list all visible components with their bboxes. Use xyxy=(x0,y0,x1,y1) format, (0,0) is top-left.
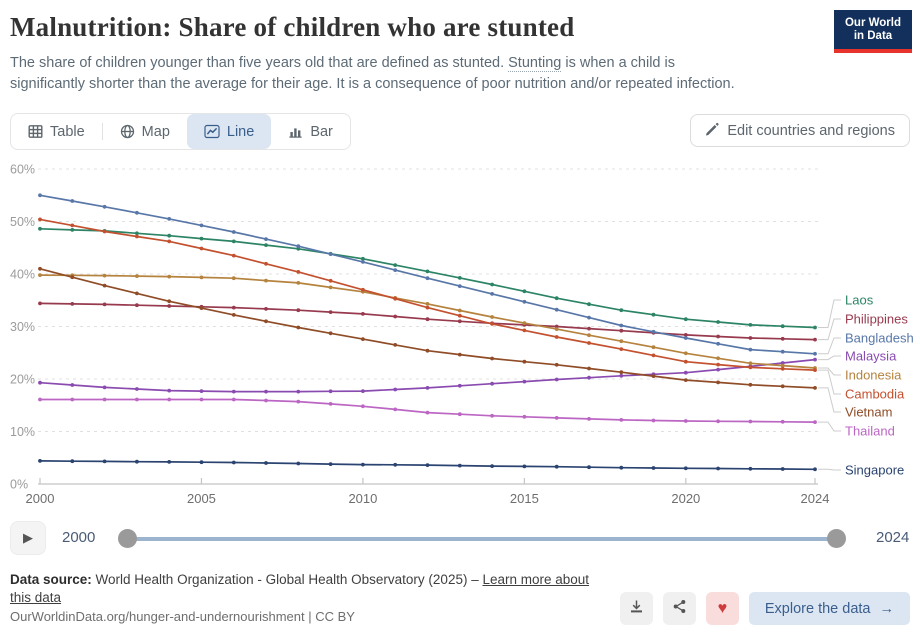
legend-label-singapore[interactable]: Singapore xyxy=(845,463,904,478)
data-source-label: Data source: xyxy=(10,572,92,587)
legend-label-thailand[interactable]: Thailand xyxy=(845,424,895,439)
citation-line: OurWorldinData.org/hunger-and-undernouri… xyxy=(10,609,355,624)
legend-label-philippines[interactable]: Philippines xyxy=(845,312,908,327)
legend-label-laos[interactable]: Laos xyxy=(845,293,874,308)
tab-table[interactable]: Table xyxy=(11,114,102,149)
share-button[interactable] xyxy=(662,592,696,625)
view-tabs: Table Map Line Bar xyxy=(10,113,351,150)
edit-countries-button[interactable]: Edit countries and regions xyxy=(690,114,910,147)
x-axis-tick-label: 2010 xyxy=(348,491,377,506)
x-axis-tick-label: 2015 xyxy=(510,491,539,506)
heart-icon: ♥ xyxy=(717,599,728,617)
download-button[interactable] xyxy=(619,592,653,625)
timeline-end-year: 2024 xyxy=(876,529,910,546)
legend-label-cambodia[interactable]: Cambodia xyxy=(845,387,905,402)
gridlines: 0% 10% 20% 30% 40% 50% 60% 2000 2005 2010 2015 2020… xyxy=(10,163,829,507)
series-vietnam xyxy=(38,266,817,390)
timeline-start-year: 2000 xyxy=(62,529,96,546)
footer-actions: ♥ Explore the data → xyxy=(619,592,910,625)
explore-data-button[interactable]: Explore the data → xyxy=(748,592,910,625)
data-source-note: Data source: World Health Organization -… xyxy=(10,571,610,606)
series-singapore xyxy=(38,459,817,472)
legend-label-indonesia[interactable]: Indonesia xyxy=(845,368,902,383)
tab-label: Table xyxy=(50,123,85,140)
series-cambodia xyxy=(38,217,817,372)
y-axis-tick-label: 50% xyxy=(10,215,35,229)
y-axis-tick-label: 20% xyxy=(10,373,35,387)
tab-bar[interactable]: Bar xyxy=(271,114,350,149)
download-icon xyxy=(629,599,644,619)
subtitle-text: is when a child is significantly shorter… xyxy=(10,55,735,92)
timeline-track[interactable] xyxy=(127,537,836,541)
table-icon xyxy=(28,124,43,139)
stunting-term-link[interactable]: Stunting xyxy=(508,55,562,72)
page-title: Malnutrition: Share of children who are … xyxy=(10,12,575,42)
series-bangladesh xyxy=(38,193,817,356)
y-axis-tick-label: 0% xyxy=(10,478,28,492)
tab-label: Map xyxy=(141,123,170,140)
timeline-play-button[interactable]: ▶ xyxy=(10,521,46,555)
favorite-button[interactable]: ♥ xyxy=(705,592,739,625)
explore-data-label: Explore the data xyxy=(764,600,871,617)
tab-label: Bar xyxy=(310,123,333,140)
series-indonesia xyxy=(38,273,817,370)
pencil-icon xyxy=(705,122,719,140)
data-source-text: World Health Organization - Global Healt… xyxy=(91,572,483,587)
subtitle-text: The share of children younger than five … xyxy=(10,55,509,71)
tab-label: Line xyxy=(226,123,255,140)
play-icon: ▶ xyxy=(23,530,33,545)
globe-icon xyxy=(120,124,135,139)
line-chart: 0% 10% 20% 30% 40% 50% 60% 2000 2005 2010 2015 2020… xyxy=(10,163,914,507)
y-axis-tick-label: 30% xyxy=(10,320,35,334)
legend-label-vietnam[interactable]: Vietnam xyxy=(845,405,892,420)
learn-more-link[interactable]: Learn more about this data xyxy=(10,572,590,605)
edit-countries-label: Edit countries and regions xyxy=(727,122,895,139)
timeline-end-handle[interactable] xyxy=(827,529,846,548)
x-axis-tick-label: 2024 xyxy=(801,491,830,506)
tab-map[interactable]: Map xyxy=(103,114,187,149)
share-icon xyxy=(672,599,687,619)
x-axis-tick-label: 2020 xyxy=(671,491,700,506)
arrow-right-icon: → xyxy=(879,600,895,617)
y-axis-tick-label: 10% xyxy=(10,425,35,439)
chart-subtitle: The share of children younger than five … xyxy=(10,53,740,95)
tab-divider xyxy=(101,123,103,140)
logo-line2: in Data xyxy=(853,29,893,42)
tab-line[interactable]: Line xyxy=(186,114,272,149)
x-axis-tick-label: 2000 xyxy=(26,491,55,506)
x-axis-tick-label: 2005 xyxy=(187,491,216,506)
legend: Laos Philippines Bangladesh Malaysia Indones… xyxy=(818,293,914,478)
logo-line1: Our World xyxy=(844,16,901,29)
y-axis-tick-label: 40% xyxy=(10,268,35,282)
timeline-start-handle[interactable] xyxy=(118,529,137,548)
line-chart-icon xyxy=(204,124,220,139)
owid-logo: Our World in Data xyxy=(834,10,912,53)
series-thailand xyxy=(38,397,817,424)
legend-label-malaysia[interactable]: Malaysia xyxy=(845,349,897,364)
y-axis-tick-label: 60% xyxy=(10,163,35,177)
legend-label-bangladesh[interactable]: Bangladesh xyxy=(845,331,914,346)
bar-chart-icon xyxy=(288,124,303,139)
